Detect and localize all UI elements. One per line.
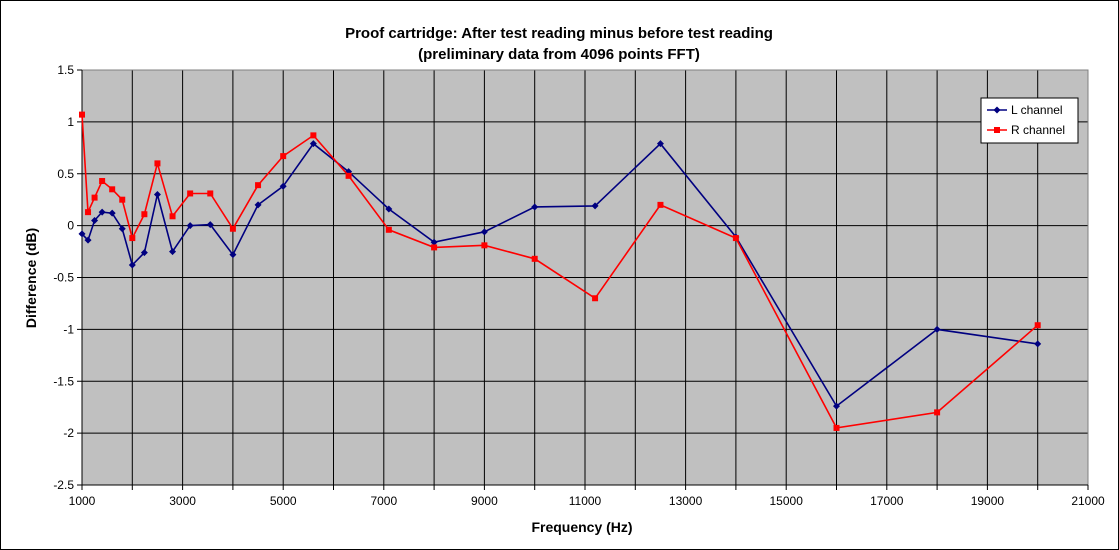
y-tick-label: -0.5 <box>53 271 74 285</box>
r-channel-point <box>187 190 194 197</box>
l-channel-point <box>84 236 92 244</box>
l-channel-point <box>118 225 126 233</box>
r-channel-point <box>1034 322 1041 329</box>
r-channel-point <box>129 235 136 242</box>
x-tick-label: 11000 <box>569 494 602 508</box>
l-channel-point <box>430 238 438 246</box>
r-channel-point <box>109 186 116 193</box>
r-channel-point <box>207 190 214 197</box>
l-channel-point <box>98 208 106 216</box>
l-channel-point <box>309 140 317 148</box>
x-axis-label: Frequency (Hz) <box>531 519 632 535</box>
legend-l-channel-marker <box>993 106 1001 114</box>
r-channel-point <box>154 160 161 167</box>
r-channel-point <box>345 172 352 179</box>
x-tick-label: 15000 <box>770 494 804 508</box>
r-channel-point <box>531 255 538 262</box>
x-tick-label: 9000 <box>471 494 498 508</box>
legend: L channel R channel <box>980 97 1079 144</box>
l-channel-point <box>229 251 237 259</box>
r-channel-point <box>91 194 98 201</box>
r-channel-point <box>592 295 599 302</box>
l-channel-point <box>279 182 287 190</box>
x-tick-label: 13000 <box>669 494 703 508</box>
r-channel-point <box>310 132 317 139</box>
l-channel-point <box>128 261 136 269</box>
l-channel-point <box>206 221 214 229</box>
x-tick-label: 3000 <box>169 494 196 508</box>
r-channel-point <box>280 153 287 160</box>
x-tick-label: 21000 <box>1071 494 1105 508</box>
l-channel-point <box>78 230 86 238</box>
y-tick-label: 0 <box>67 219 74 233</box>
r-channel-point <box>657 201 664 208</box>
y-axis-label: Difference (dB) <box>23 228 39 328</box>
l-channel-point <box>254 201 262 209</box>
chart-title: Proof cartridge: After test reading minu… <box>345 25 773 42</box>
l-channel-point <box>933 325 941 333</box>
l-channel-point <box>656 140 664 148</box>
l-channel-point <box>1034 340 1042 348</box>
l-channel-point <box>531 203 539 211</box>
y-tick-label: 1.5 <box>57 63 74 77</box>
r-channel-point <box>141 211 148 218</box>
r-channel-point <box>833 424 840 431</box>
r-channel-point <box>255 182 262 189</box>
y-tick-label: 0.5 <box>57 167 74 181</box>
r-channel-point <box>431 244 438 251</box>
r-channel-point <box>99 178 106 185</box>
l-channel-point <box>833 402 840 410</box>
l-channel-point <box>140 249 148 257</box>
r-channel-point <box>934 409 941 416</box>
x-tick-label: 17000 <box>870 494 904 508</box>
l-channel-point <box>153 191 161 198</box>
x-tick-label: 7000 <box>370 494 397 508</box>
r-channel-point <box>481 242 488 249</box>
r-channel-point <box>169 213 176 220</box>
legend-box <box>980 97 1079 144</box>
l-channel-point <box>591 202 599 210</box>
legend-l-channel-label: L channel <box>1011 103 1063 117</box>
y-tick-label: -2.5 <box>53 478 74 492</box>
gridlines <box>82 70 1088 485</box>
l-channel-point <box>186 222 194 230</box>
r-channel-point <box>85 209 92 216</box>
l-channel-point <box>169 248 177 256</box>
l-channel-point <box>108 209 116 217</box>
legend-r-channel-label: R channel <box>1011 123 1065 137</box>
legend-r-channel-marker <box>994 127 1000 133</box>
y-tick-label: -1 <box>63 322 74 336</box>
r-channel-point <box>732 235 739 242</box>
l-channel-point <box>385 205 393 213</box>
l-channel-point <box>91 216 99 224</box>
l-channel-point <box>480 228 488 236</box>
series-layer <box>78 111 1042 431</box>
y-tick-label: 1 <box>67 115 74 129</box>
x-tick-label: 1000 <box>69 494 96 508</box>
r-channel-point <box>229 225 236 232</box>
x-tick-label: 19000 <box>971 494 1005 508</box>
r-channel-point <box>385 226 392 233</box>
y-tick-label: -1.5 <box>53 374 74 388</box>
r-channel-point <box>79 111 85 118</box>
y-tick-label: -2 <box>63 426 74 440</box>
chart-subtitle: (preliminary data from 4096 points FFT) <box>418 46 700 63</box>
axes: 1.5 1 0.5 0 -0.5 -1 -1.5 -2 -2.5 1000 3000 5000 7000… <box>53 63 1105 508</box>
r-channel-point <box>119 196 126 203</box>
x-tick-label: 5000 <box>270 494 297 508</box>
